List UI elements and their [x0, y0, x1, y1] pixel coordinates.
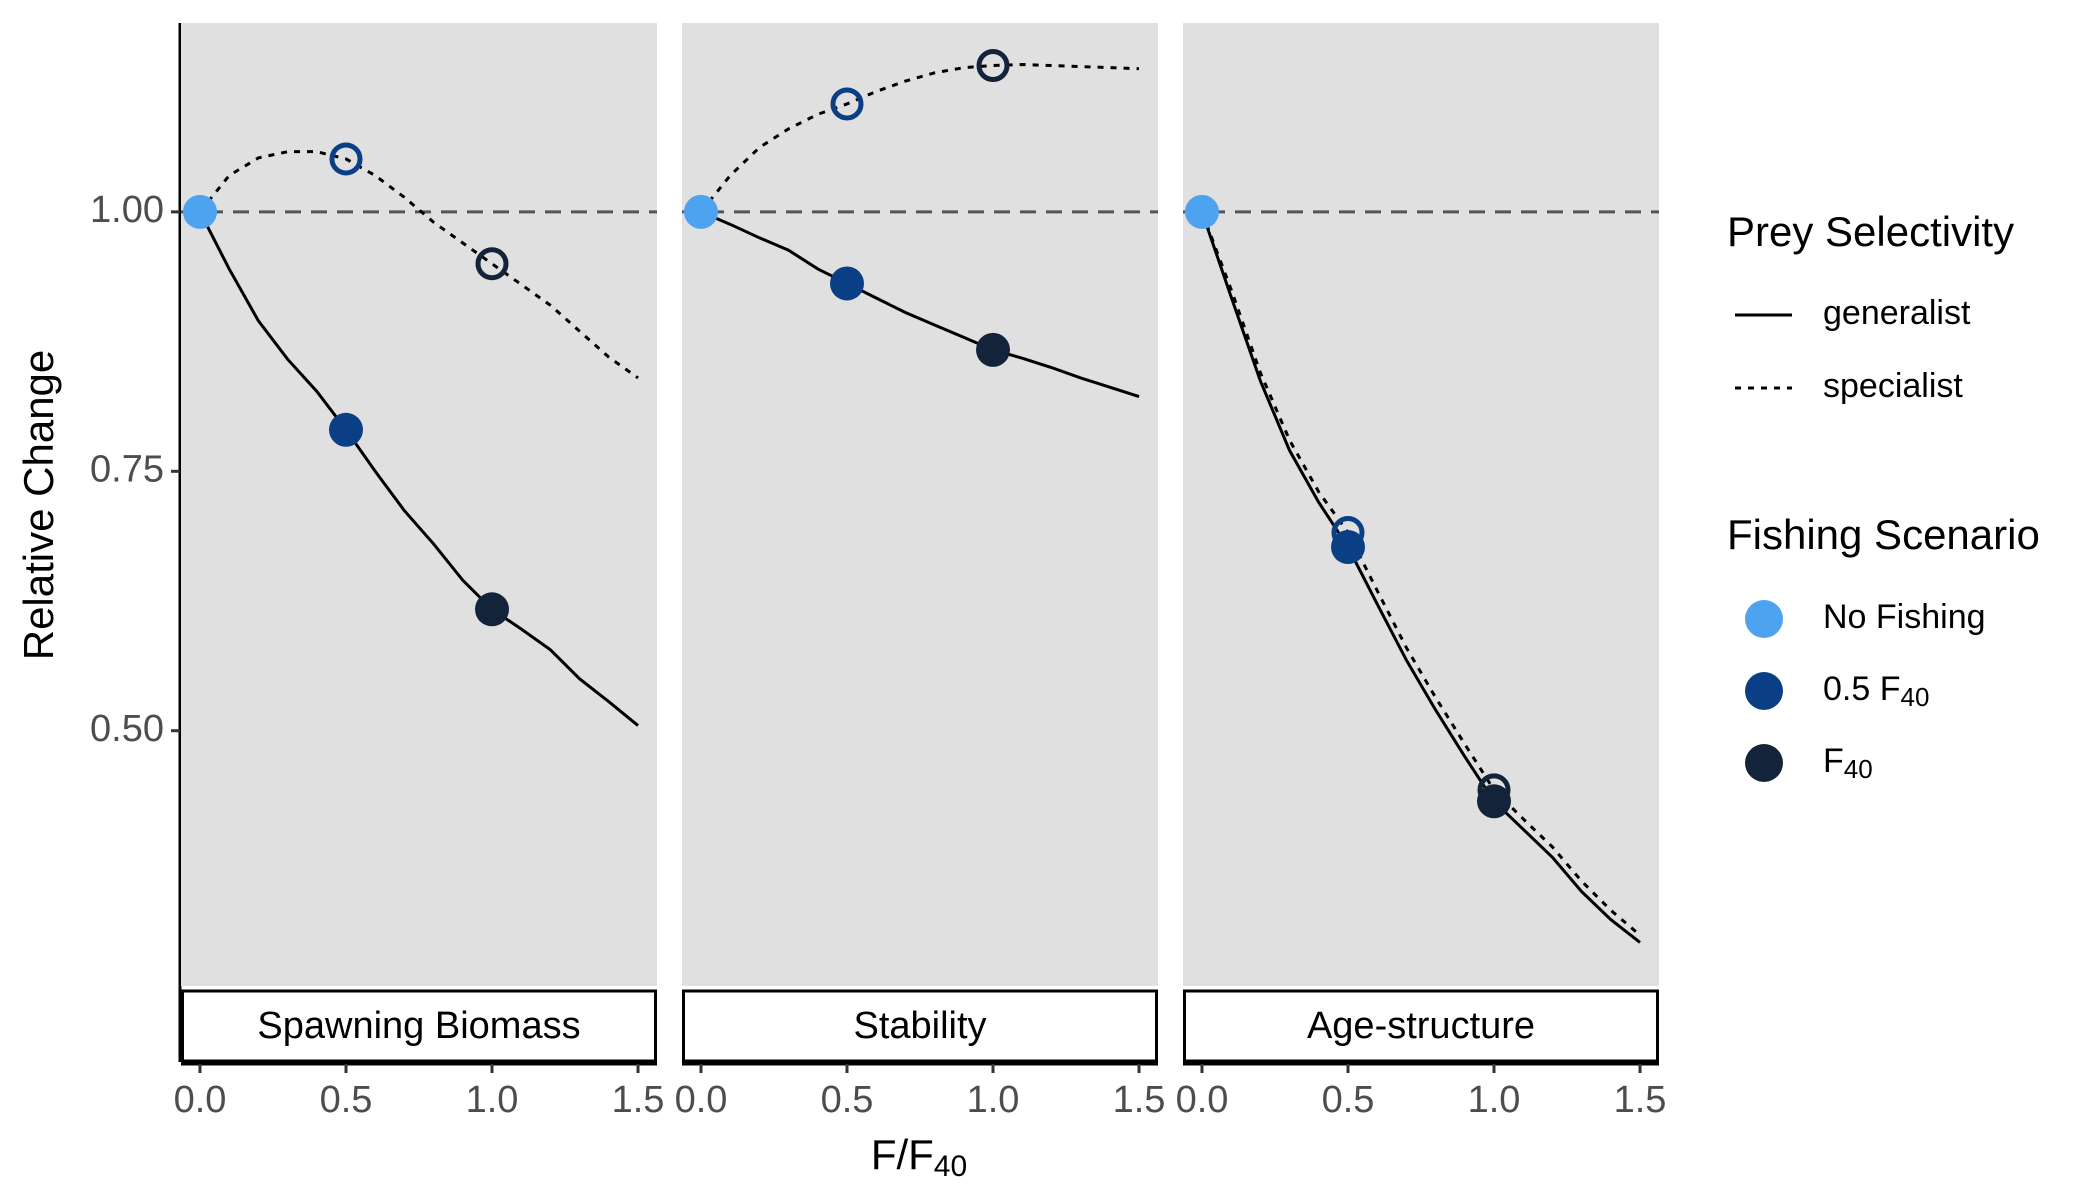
scenario-point: [329, 142, 363, 176]
y-tick-label: 0.50: [90, 708, 164, 750]
x-tick-label: 0.5: [1322, 1079, 1375, 1121]
scenario-point: [328, 412, 363, 447]
legend-title: Fishing Scenario: [1727, 511, 2040, 558]
legend-title: Prey Selectivity: [1727, 208, 2014, 255]
x-axis-title-sub: 40: [934, 1150, 967, 1183]
legend-label-sub: 40: [1900, 682, 1929, 712]
legend-label-main: F: [1823, 742, 1844, 780]
scenario-point: [976, 49, 1010, 83]
scenario-point: [829, 266, 864, 301]
scenario-point: [1477, 784, 1512, 819]
series-line: [1200, 211, 1641, 937]
scenario-point: [182, 194, 217, 229]
legend-label: 0.5 F40: [1823, 670, 1929, 712]
scenario-point: [475, 592, 510, 627]
legend-swatch: [1745, 600, 1783, 638]
scenario-point: [1184, 194, 1219, 229]
x-tick-label: 1.5: [1113, 1079, 1166, 1121]
scenario-point: [1330, 530, 1365, 565]
scenario-point: [976, 332, 1011, 367]
x-axis-title: F/F40: [871, 1131, 967, 1183]
y-tick-label: 0.75: [90, 448, 164, 490]
legend-swatch: [1745, 672, 1783, 710]
x-tick-label: 0.0: [174, 1079, 227, 1121]
strip-label: Age-structure: [1307, 1005, 1535, 1047]
legend-label: specialist: [1823, 367, 1963, 405]
strip-label: Spawning Biomass: [257, 1005, 580, 1047]
x-tick-label: 1.5: [1614, 1079, 1667, 1121]
legend-label-main: No Fishing: [1823, 598, 1986, 636]
series-line: [198, 150, 639, 380]
strip: [682, 989, 1158, 1063]
x-tick-label: 1.0: [1468, 1079, 1521, 1121]
x-tick-label: 0.5: [320, 1079, 373, 1121]
x-tick-label: 0.5: [821, 1079, 874, 1121]
legend-label: generalist: [1823, 294, 1971, 332]
x-tick-label: 0.0: [675, 1079, 728, 1121]
scenario-point: [683, 194, 718, 229]
scenario-point: [830, 87, 864, 121]
x-tick-label: 1.0: [967, 1079, 1020, 1121]
legend-label-sub: 40: [1844, 754, 1873, 784]
x-tick-label: 0.0: [1176, 1079, 1229, 1121]
legend-label: No Fishing: [1823, 598, 1986, 636]
x-tick-label: 1.5: [612, 1079, 665, 1121]
y-tick-label: 1.00: [90, 189, 164, 231]
panel-background: [181, 23, 657, 986]
series-line: [700, 210, 1140, 399]
strip: [181, 989, 657, 1063]
x-tick-label: 1.0: [466, 1079, 519, 1121]
strip-label: Stability: [853, 1005, 986, 1047]
legend-swatch: [1745, 744, 1783, 782]
y-axis-title: Relative Change: [15, 350, 62, 661]
strip: [1183, 989, 1659, 1063]
series-line: [699, 63, 1140, 213]
series-line: [198, 211, 639, 727]
legend-label-main: 0.5 F: [1823, 670, 1900, 708]
series-line: [1200, 211, 1641, 944]
x-axis-title-main: F/F: [871, 1131, 934, 1178]
panel-background: [682, 23, 1158, 986]
scenario-point: [475, 247, 509, 281]
legend-label: F40: [1823, 742, 1873, 784]
panel-background: [1183, 23, 1659, 986]
